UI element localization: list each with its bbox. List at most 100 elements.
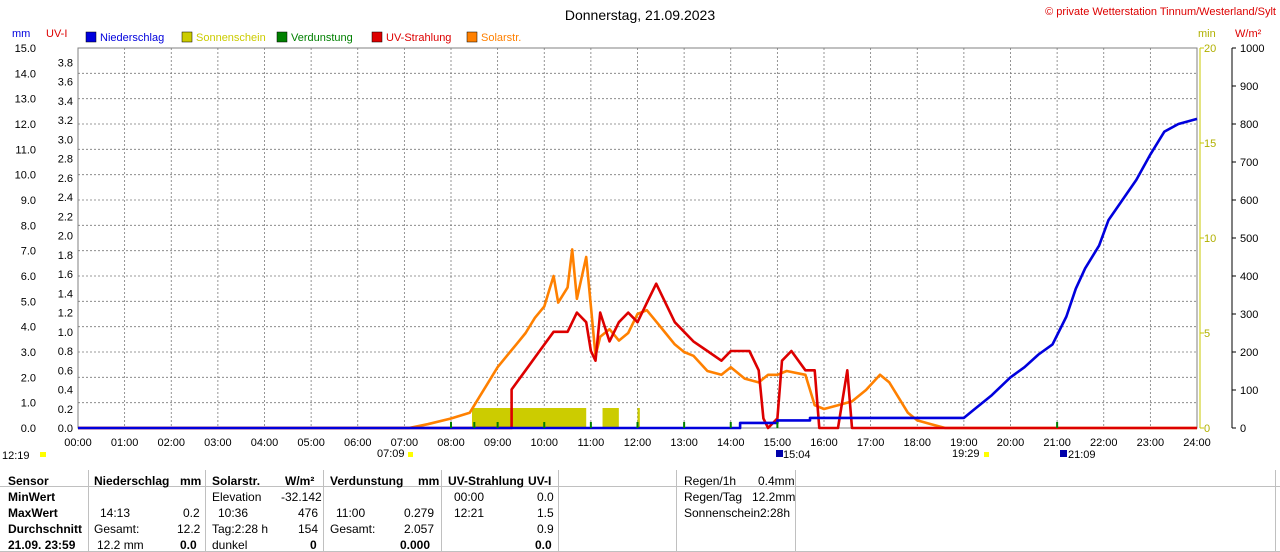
legend-swatch — [371, 31, 383, 43]
v-current-value: 0.000 — [400, 538, 431, 552]
y-wm2-tick-label: 900 — [1240, 81, 1258, 93]
col-divider — [558, 470, 559, 552]
y-wm2-tick-label: 700 — [1240, 157, 1258, 169]
u-avg-value: 0.9 — [537, 522, 554, 536]
chart-legend: Niederschlag Sonnenschein Verdunstung UV-St… — [85, 31, 521, 44]
y-mm-tick-label: 8.0 — [21, 220, 36, 232]
rain-1h-label: Regen/1h — [684, 474, 737, 488]
marker-m1: 15:04 — [783, 449, 811, 461]
col-divider — [441, 470, 442, 552]
y-wm2-tick-label: 600 — [1240, 195, 1258, 207]
y-min-tick-label: 15 — [1204, 138, 1216, 150]
y-uvi-tick-label: 2.0 — [58, 231, 73, 243]
y-uvi-tick-label: 2.8 — [58, 154, 73, 166]
x-tick-label: 17:00 — [857, 437, 885, 449]
x-tick-label: 10:00 — [530, 437, 558, 449]
y-axis-mm: 0.0 1.0 2.0 3.0 4.0 5.0 6.0 7.0 8.0 9.0 10.0 11.0 12… — [15, 43, 36, 435]
s-day-value: 154 — [298, 522, 319, 536]
marker-sunset-icon — [984, 452, 989, 457]
sunshine-label: Sonnenschein — [684, 506, 761, 520]
legend-swatch — [85, 31, 97, 43]
evaporation-tick — [729, 422, 732, 428]
s-elevation-value: -32.142 — [281, 490, 322, 504]
u-min-value: 0.0 — [537, 490, 554, 504]
legend-label: Sonnenschein — [196, 32, 266, 44]
header-solar: Solarstr. — [212, 474, 261, 488]
x-tick-label: 15:00 — [764, 437, 792, 449]
sensor-summary-table: Sensor MinWert MaxWert Durchschnitt 21.0… — [0, 470, 1280, 552]
y-uvi-tick-label: 0.8 — [58, 346, 73, 358]
y-uvi-tick-label: 2.4 — [58, 192, 73, 204]
v-max-value: 0.279 — [404, 506, 435, 520]
marker-left-sun-icon — [40, 452, 46, 457]
x-tick-label: 08:00 — [437, 437, 465, 449]
y-wm2-tick-label: 200 — [1240, 347, 1258, 359]
x-tick-label: 18:00 — [903, 437, 931, 449]
x-tick-label: 20:00 — [997, 437, 1025, 449]
x-tick-label: 04:00 — [251, 437, 279, 449]
s-day-label: Tag:2:28 h — [212, 522, 269, 536]
y-mm-tick-label: 10.0 — [15, 170, 36, 182]
evaporation-tick — [496, 422, 499, 428]
n-current-value: 0.0 — [180, 538, 197, 552]
u-max-value: 1.5 — [537, 506, 554, 520]
y-uvi-tick-label: 1.2 — [58, 308, 73, 320]
unit-wm2: W/m² — [1235, 28, 1262, 40]
y-axis-wm2: 0 100 200 300 400 500 600 700 800 900 1000 — [1231, 43, 1264, 435]
y-min-tick-label: 20 — [1204, 43, 1216, 55]
marker-m1-icon — [776, 450, 783, 457]
unit-mm: mm — [12, 28, 30, 40]
row-label-maxwert: MaxWert — [8, 506, 58, 520]
y-mm-tick-label: 5.0 — [21, 296, 36, 308]
evaporation-tick — [776, 422, 779, 428]
x-tick-label: 05:00 — [297, 437, 325, 449]
row-label-minwert: MinWert — [8, 490, 56, 504]
s-current-value: 0 — [310, 538, 317, 552]
unit-solar: W/m² — [285, 474, 315, 488]
u-min-time: 00:00 — [454, 490, 485, 504]
y-mm-tick-label: 12.0 — [15, 119, 36, 131]
marker-sunrise-icon — [408, 452, 413, 457]
marker-sunrise: 07:09 — [377, 448, 405, 460]
col-divider — [323, 470, 324, 552]
unit-uvi: UV-I — [46, 28, 67, 40]
y-uvi-tick-label: 3.2 — [58, 115, 73, 127]
chart-series — [78, 117, 1198, 430]
x-tick-label: 01:00 — [111, 437, 139, 449]
y-mm-tick-label: 13.0 — [15, 94, 36, 106]
y-mm-tick-label: 9.0 — [21, 195, 36, 207]
y-uvi-tick-label: 1.8 — [58, 250, 73, 262]
legend-swatch — [276, 31, 288, 43]
u-current-value: 0.0 — [535, 538, 552, 552]
evaporation-tick — [1056, 422, 1059, 428]
y-wm2-tick-label: 500 — [1240, 233, 1258, 245]
row-label-sensor: Sensor — [8, 474, 49, 488]
y-uvi-tick-label: 1.4 — [58, 288, 73, 300]
evaporation-tick — [473, 422, 476, 428]
y-axis-uvi: 0.0 0.2 0.4 0.6 0.8 1.0 1.2 1.4 1.6 1.8 2.0 2.2 2.4 2… — [58, 57, 73, 435]
y-uvi-tick-label: 3.4 — [58, 96, 73, 108]
x-tick-label: 06:00 — [344, 437, 372, 449]
legend-swatch — [181, 31, 193, 43]
legend-label: UV-Strahlung — [386, 32, 451, 44]
y-min-tick-label: 10 — [1204, 233, 1216, 245]
x-tick-label: 13:00 — [670, 437, 698, 449]
chart-title: Donnerstag, 21.09.2023 — [565, 7, 715, 23]
y-wm2-tick-label: 1000 — [1240, 43, 1264, 55]
y-uvi-tick-label: 1.0 — [58, 327, 73, 339]
evaporation-tick — [683, 422, 686, 428]
sunshine-value: 2:28h — [760, 506, 791, 520]
s-max-time: 10:36 — [218, 506, 249, 520]
n-total-label: Gesamt: — [94, 522, 140, 536]
current-datetime: 21.09. 23:59 — [8, 538, 76, 552]
rain-day-label: Regen/Tag — [684, 490, 743, 504]
x-tick-label: 24:00 — [1183, 437, 1211, 449]
y-mm-tick-label: 4.0 — [21, 322, 36, 334]
series-line-niederschlag — [78, 117, 1198, 430]
series-line-uvstrahlung — [78, 282, 1197, 430]
evaporation-tick — [543, 422, 546, 428]
x-tick-label: 23:00 — [1137, 437, 1165, 449]
s-max-value: 476 — [298, 506, 319, 520]
v-max-time: 11:00 — [336, 506, 366, 520]
y-axis-min: 0 5 10 15 20 — [1199, 43, 1216, 435]
